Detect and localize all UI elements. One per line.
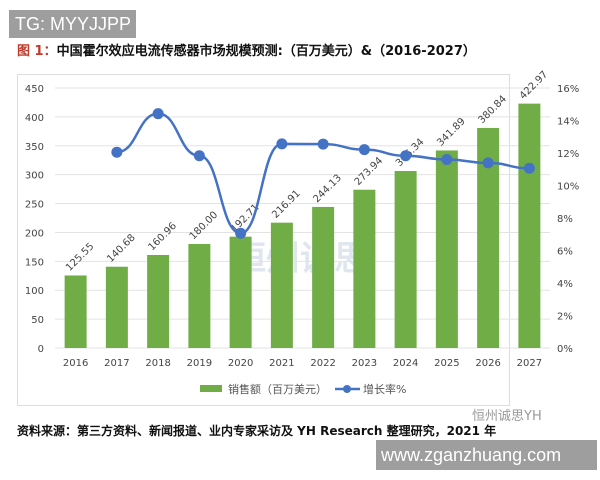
bar-label: 380.84	[476, 94, 509, 127]
bar-label: 273.94	[353, 155, 386, 188]
legend-line-marker	[343, 385, 351, 393]
y-right-tick: 2%	[557, 312, 573, 323]
growth-point-2022	[317, 138, 329, 150]
bar-2023	[353, 189, 376, 348]
y-right-tick: 8%	[557, 214, 573, 225]
bar-label: 140.68	[105, 232, 138, 265]
y-left-tick: 0	[38, 344, 44, 355]
y-right-tick: 4%	[557, 279, 573, 290]
growth-point-2025	[441, 154, 453, 165]
bar-2026	[477, 127, 500, 349]
x-tick: 2022	[310, 358, 335, 369]
watermark-bottom: www.zganzhuang.com	[376, 440, 597, 470]
y-left-tick: 150	[25, 257, 44, 268]
legend-bar-label: 销售额（百万美元）	[228, 382, 327, 396]
bar-label: 180.00	[188, 210, 221, 243]
bar-2022	[312, 206, 335, 348]
y-left-tick: 100	[25, 286, 44, 297]
bar-label: 244.13	[311, 173, 344, 206]
bar-2016	[64, 275, 87, 348]
bar-2020	[229, 236, 252, 348]
x-tick: 2025	[434, 358, 459, 369]
title-text: 中国霍尔效应电流传感器市场规模预测:（百万美元）&（2016-2027）	[56, 44, 476, 59]
y-right-tick: 10%	[557, 182, 579, 193]
y-left-tick: 350	[25, 142, 44, 153]
figure-number: 图 1：	[17, 44, 57, 59]
y-left-tick: 400	[25, 113, 44, 124]
x-tick: 2027	[517, 358, 542, 369]
growth-point-2024	[400, 150, 412, 162]
chart-frame	[17, 74, 510, 406]
y-left-tick: 250	[25, 200, 44, 211]
bar-2027	[518, 103, 541, 348]
source-note: 资料来源：第三方资料、新闻报道、业内专家采访及 YH Research 整理研究…	[17, 424, 497, 438]
x-tick: 2019	[187, 358, 212, 369]
growth-point-2018	[152, 108, 164, 120]
y-right-tick: 14%	[557, 117, 579, 128]
bar-label: 125.55	[64, 241, 97, 274]
y-right-tick: 0%	[557, 344, 573, 355]
wechat-watermark: 恒州诚思YH	[472, 409, 542, 424]
growth-point-2026	[482, 157, 494, 169]
watermark-top: TG: MYYJJPP	[9, 10, 136, 38]
growth-point-2020	[235, 227, 247, 239]
y-right-tick: 6%	[557, 247, 573, 258]
y-left-tick: 50	[31, 315, 44, 326]
bar-2017	[105, 266, 128, 348]
bar-2018	[147, 255, 170, 348]
bar-2021	[270, 222, 293, 348]
chart-title: 图 1：中国霍尔效应电流传感器市场规模预测:（百万美元）&（2016-2027）	[17, 40, 476, 59]
bar-2019	[188, 244, 211, 348]
y-left-tick: 200	[25, 228, 44, 239]
bar-label: 216.91	[270, 188, 303, 221]
x-tick: 2026	[475, 358, 500, 369]
x-tick: 2020	[228, 358, 253, 369]
legend-line-label: 增长率%	[363, 382, 406, 396]
x-tick: 2023	[352, 358, 377, 369]
x-tick: 2016	[63, 358, 88, 369]
bar-label: 160.96	[146, 221, 179, 254]
growth-point-2021	[276, 138, 288, 150]
x-tick: 2018	[145, 358, 170, 369]
growth-point-2023	[358, 144, 370, 156]
x-tick: 2017	[104, 358, 129, 369]
bar-2025	[435, 150, 458, 348]
bar-label: 422.97	[518, 69, 551, 102]
bar-2024	[394, 171, 417, 348]
growth-point-2017	[111, 146, 123, 158]
center-watermark: 恒州诚思	[232, 239, 368, 279]
y-right-tick: 16%	[557, 84, 579, 95]
y-left-tick: 300	[25, 171, 44, 182]
x-tick: 2024	[393, 358, 418, 369]
legend-bar-swatch	[200, 385, 222, 392]
y-left-tick: 450	[25, 84, 44, 95]
y-right-tick: 12%	[557, 149, 579, 160]
growth-point-2019	[193, 150, 205, 162]
bar-label: 341.89	[435, 116, 468, 149]
growth-point-2027	[523, 162, 535, 174]
x-tick: 2021	[269, 358, 294, 369]
